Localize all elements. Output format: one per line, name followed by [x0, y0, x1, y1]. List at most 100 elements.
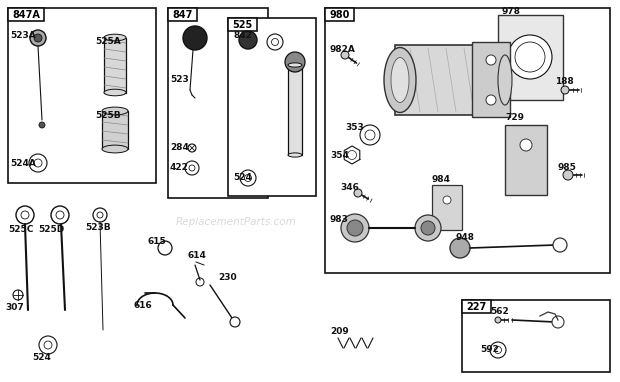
Circle shape: [486, 55, 496, 65]
Bar: [325, 8, 354, 21]
Circle shape: [563, 170, 573, 180]
Bar: [472, 42, 510, 117]
Text: 948: 948: [455, 233, 474, 243]
Text: 729: 729: [505, 113, 524, 123]
Circle shape: [508, 35, 552, 79]
Bar: [228, 18, 257, 31]
Text: 525D: 525D: [38, 225, 64, 235]
Ellipse shape: [341, 214, 369, 242]
Text: 615: 615: [148, 236, 167, 246]
Circle shape: [450, 238, 470, 258]
Text: 614: 614: [188, 251, 207, 259]
Text: 842: 842: [233, 31, 252, 39]
Text: 422: 422: [170, 163, 189, 173]
Bar: [288, 65, 302, 155]
Text: 525B: 525B: [95, 110, 121, 120]
Bar: [104, 37, 126, 92]
Text: 307: 307: [5, 304, 24, 312]
Bar: [462, 300, 610, 372]
Text: 524: 524: [233, 173, 252, 183]
Text: 523: 523: [170, 76, 188, 84]
Circle shape: [360, 125, 380, 145]
Text: 354: 354: [330, 151, 349, 160]
Circle shape: [553, 238, 567, 252]
Text: 525: 525: [232, 19, 252, 29]
Text: 230: 230: [218, 274, 237, 283]
Text: 847A: 847A: [12, 10, 40, 19]
Circle shape: [39, 336, 57, 354]
Bar: [395, 45, 505, 115]
Text: 523B: 523B: [85, 223, 110, 233]
Text: 209: 209: [330, 327, 348, 337]
Bar: [8, 8, 44, 21]
Text: 984: 984: [432, 175, 451, 185]
Circle shape: [520, 139, 532, 151]
Text: 985: 985: [558, 163, 577, 173]
Circle shape: [561, 86, 569, 94]
Bar: [498, 15, 563, 100]
Bar: [505, 125, 547, 195]
Ellipse shape: [102, 145, 128, 153]
Bar: [432, 185, 462, 230]
Circle shape: [183, 26, 207, 50]
Circle shape: [29, 154, 47, 172]
Text: 346: 346: [340, 183, 359, 193]
Text: 592: 592: [480, 345, 499, 354]
Text: 523A: 523A: [10, 31, 36, 39]
Bar: [228, 18, 316, 196]
Circle shape: [16, 206, 34, 224]
Circle shape: [188, 144, 196, 152]
Text: 616: 616: [133, 301, 152, 309]
Text: 524: 524: [32, 353, 51, 363]
Circle shape: [495, 317, 501, 323]
Text: 525A: 525A: [95, 37, 121, 47]
Bar: [8, 8, 156, 183]
Ellipse shape: [498, 55, 512, 105]
Text: 980: 980: [329, 10, 350, 19]
Circle shape: [158, 241, 172, 255]
Text: 525C: 525C: [8, 225, 33, 235]
Circle shape: [239, 31, 257, 49]
Circle shape: [39, 122, 45, 128]
Circle shape: [443, 196, 451, 204]
Text: 983: 983: [330, 215, 349, 225]
Circle shape: [354, 189, 362, 197]
Ellipse shape: [104, 34, 126, 41]
Ellipse shape: [384, 47, 416, 113]
Ellipse shape: [288, 63, 302, 67]
Text: 284: 284: [170, 144, 189, 152]
Circle shape: [230, 317, 240, 327]
Text: 562: 562: [490, 308, 509, 317]
Bar: [325, 8, 610, 273]
Text: ReplacementParts.com: ReplacementParts.com: [175, 217, 296, 227]
Circle shape: [13, 290, 23, 300]
Bar: [462, 300, 491, 313]
Ellipse shape: [391, 58, 409, 102]
Ellipse shape: [102, 107, 128, 115]
Circle shape: [267, 34, 283, 50]
Circle shape: [486, 95, 496, 105]
Circle shape: [51, 206, 69, 224]
Text: 978: 978: [502, 8, 521, 16]
Ellipse shape: [288, 153, 302, 157]
Ellipse shape: [104, 89, 126, 96]
Circle shape: [30, 30, 46, 46]
Circle shape: [421, 221, 435, 235]
Circle shape: [552, 316, 564, 328]
Text: 188: 188: [555, 78, 574, 86]
Circle shape: [285, 52, 305, 72]
Bar: [168, 8, 268, 198]
Circle shape: [240, 170, 256, 186]
Circle shape: [34, 34, 42, 42]
Ellipse shape: [415, 215, 441, 241]
Text: 982A: 982A: [330, 45, 356, 55]
Bar: [168, 8, 197, 21]
Text: 524A: 524A: [10, 159, 36, 167]
Circle shape: [185, 161, 199, 175]
Circle shape: [490, 342, 506, 358]
Circle shape: [347, 220, 363, 236]
Circle shape: [93, 208, 107, 222]
Bar: [102, 111, 128, 149]
Circle shape: [341, 51, 349, 59]
Text: 353: 353: [345, 123, 364, 133]
